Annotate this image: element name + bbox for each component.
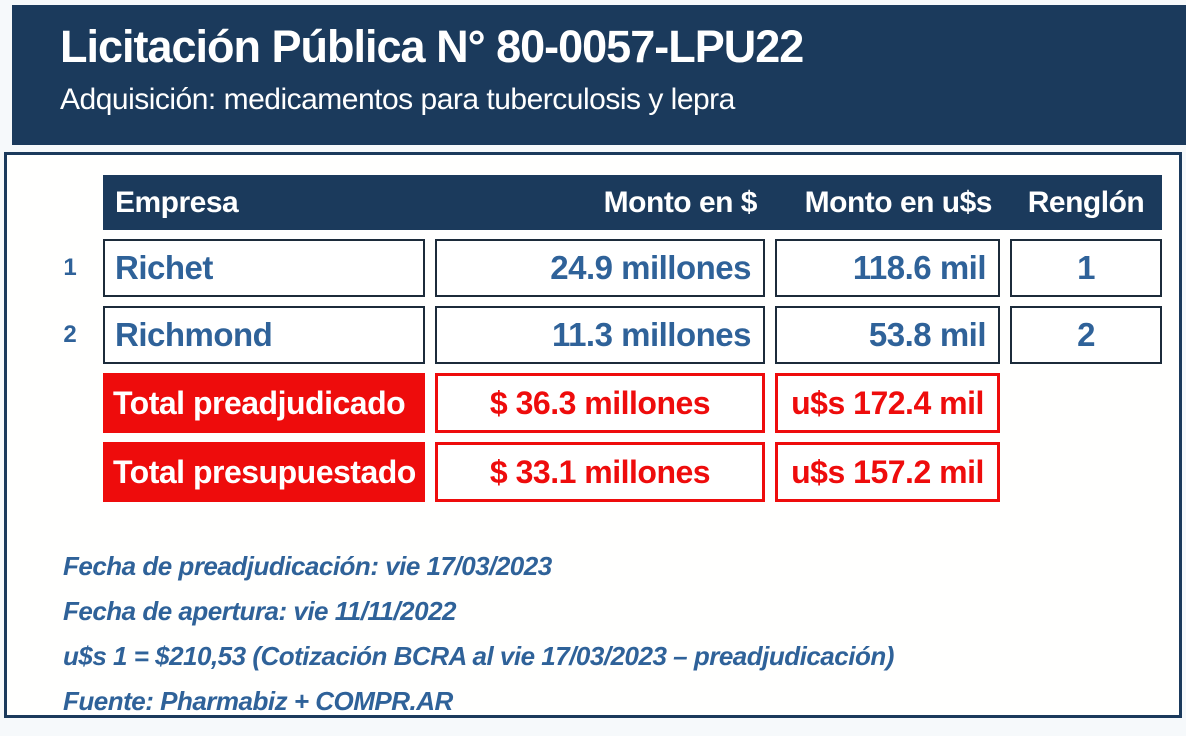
total-preadjudicado-usd-cell: u$s 172.4 mil: [775, 373, 1000, 433]
note-fuente: Fuente: Pharmabiz + COMPR.AR: [63, 686, 453, 716]
amount-usd-cell: 118.6 mil: [775, 239, 1000, 297]
content-box: Empresa Monto en $ Monto en u$s Renglón …: [4, 152, 1182, 718]
spacer: [47, 175, 93, 230]
column-header-monto-pesos: Monto en $: [603, 185, 758, 219]
column-header-monto-usd: Monto en u$s: [804, 185, 993, 219]
total-presupuestado-pesos-cell: $ 33.1 millones: [435, 442, 765, 502]
page-title: Licitación Pública N° 80-0057-LPU22: [60, 21, 804, 72]
spacer: [1010, 373, 1162, 433]
table-header-row: Empresa Monto en $ Monto en u$s Renglón: [103, 175, 1162, 230]
page-subtitle: Adquisición: medicamentos para tuberculo…: [60, 82, 735, 116]
spacer: [1010, 442, 1162, 502]
column-header-empresa: Empresa: [115, 185, 239, 219]
total-presupuestado-label: Total presupuestado: [103, 442, 425, 502]
renglon-cell: 2: [1010, 306, 1162, 364]
amount-pesos-cell: 24.9 millones: [435, 239, 765, 297]
spacer: [47, 373, 93, 433]
total-preadjudicado-label: Total preadjudicado: [103, 373, 425, 433]
footnotes: Fecha de preadjudicación: vie 17/03/2023…: [63, 544, 1179, 724]
company-name-cell: Richet: [103, 239, 425, 297]
amount-pesos-cell: 11.3 millones: [435, 306, 765, 364]
renglon-cell: 1: [1010, 239, 1162, 297]
tender-table: Empresa Monto en $ Monto en u$s Renglón …: [47, 175, 1179, 502]
row-index: 2: [63, 321, 77, 348]
header-banner: Licitación Pública N° 80-0057-LPU22 Adqu…: [12, 5, 1186, 145]
note-cotizacion: u$s 1 = $210,53 (Cotización BCRA al vie …: [63, 641, 894, 671]
note-fecha-preadjudicacion: Fecha de preadjudicación: vie 17/03/2023: [63, 551, 552, 581]
total-presupuestado-usd-cell: u$s 157.2 mil: [775, 442, 1000, 502]
total-preadjudicado-pesos-cell: $ 36.3 millones: [435, 373, 765, 433]
company-name-cell: Richmond: [103, 306, 425, 364]
note-fecha-apertura: Fecha de apertura: vie 11/11/2022: [63, 596, 457, 626]
amount-usd-cell: 53.8 mil: [775, 306, 1000, 364]
column-header-renglon: Renglón: [1027, 185, 1145, 219]
row-index: 1: [63, 254, 77, 281]
spacer: [47, 442, 93, 502]
